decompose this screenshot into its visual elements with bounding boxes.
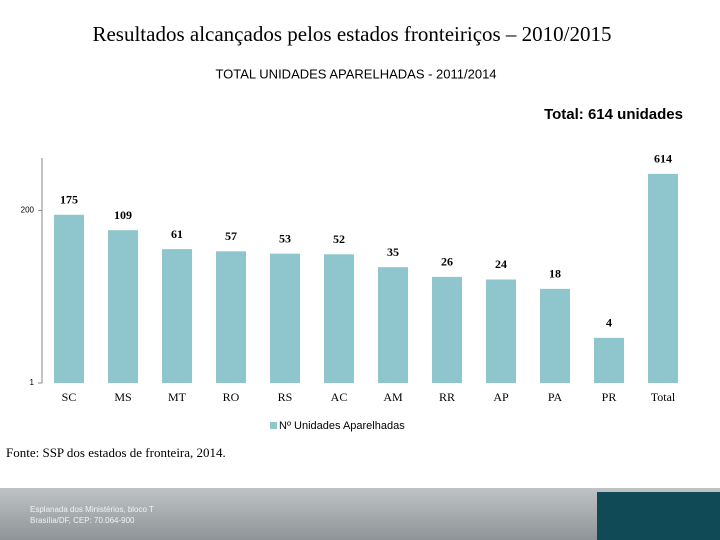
x-tick-label: RR [439,390,455,404]
legend-swatch [270,422,277,429]
bar [378,267,408,383]
bar [216,251,246,383]
bar [162,249,192,383]
bar [54,214,84,383]
data-label: 18 [549,267,561,281]
data-label: 52 [333,232,345,246]
page-title: Resultados alcançados pelos estados fron… [92,22,611,46]
footer-line: Esplanada dos Ministérios, bloco T [30,505,154,514]
data-label: 53 [279,231,291,245]
bar [486,279,516,383]
x-tick-label: PA [548,390,563,404]
x-tick-label: RS [278,390,293,404]
data-label: 61 [171,227,183,241]
data-label: 57 [225,229,237,243]
bar [540,288,570,383]
bar [594,337,624,383]
data-label: 109 [114,208,132,222]
x-tick-label: PR [602,390,617,404]
bar [324,254,354,383]
x-tick-label: Total [651,390,676,404]
footer-line: Brasília/DF, CEP: 70.064-900 [30,516,135,525]
x-tick-label: RO [223,390,240,404]
x-tick-label: MT [168,390,187,404]
x-tick-label: AP [493,390,509,404]
x-tick-label: MS [114,390,131,404]
data-label: 4 [606,316,612,330]
footer-box [597,492,720,540]
bar [108,230,138,383]
x-tick-label: SC [62,390,77,404]
data-label: 26 [441,255,453,269]
y-tick-label: 1 [30,378,35,387]
bar [270,253,300,383]
source: Fonte: SSP dos estados de fronteira, 201… [6,445,226,460]
data-label: 614 [654,152,672,166]
x-tick-label: AM [383,390,403,404]
bar [432,276,462,383]
legend-label: Nº Unidades Aparelhadas [279,420,405,432]
data-label: 175 [60,193,78,207]
annotation: Total: 614 unidades [544,106,683,123]
chart: 1 200 SC MS MT RO RS AC AM RR AP PA PR Total 175 109 61 5… [21,152,678,432]
x-tick-label: AC [331,390,348,404]
data-label: 24 [495,257,507,271]
bar [648,173,678,383]
chart-title: TOTAL UNIDADES APARELHADAS - 2011/2014 [215,66,496,81]
y-tick-label: 200 [21,206,35,215]
data-label: 35 [387,245,399,259]
